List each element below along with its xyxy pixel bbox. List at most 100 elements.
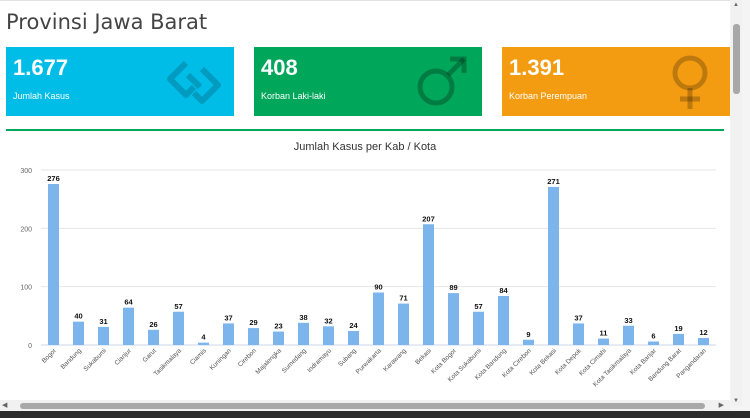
bar xyxy=(573,323,584,345)
bar xyxy=(673,333,684,345)
male-victims-card: 408 Korban Laki-laki xyxy=(254,47,482,116)
bar xyxy=(173,311,184,345)
data-label: 4 xyxy=(201,333,206,342)
window-bottom-edge xyxy=(0,411,750,418)
data-label: 37 xyxy=(574,313,582,322)
male-victims-label: Korban Laki-laki xyxy=(261,91,326,101)
data-label: 12 xyxy=(699,328,707,337)
data-label: 26 xyxy=(149,320,157,329)
x-tick-label: Cirebon xyxy=(237,347,258,368)
x-tick-label: Sukabumi xyxy=(83,347,108,372)
data-label: 11 xyxy=(600,329,608,338)
x-tick-label: Cianjur xyxy=(113,347,133,367)
bar xyxy=(373,292,384,345)
data-label: 19 xyxy=(674,324,682,333)
male-victims-value: 408 xyxy=(261,55,298,80)
bar xyxy=(273,331,284,345)
data-label: 6 xyxy=(651,332,655,341)
scroll-down-icon[interactable]: ▼ xyxy=(733,398,739,404)
female-victims-label: Korban Perempuan xyxy=(509,91,588,101)
data-label: 31 xyxy=(99,317,107,326)
data-label: 271 xyxy=(547,177,560,186)
bar xyxy=(698,338,709,345)
male-symbol-icon xyxy=(417,56,467,106)
data-label: 89 xyxy=(449,283,457,292)
bar xyxy=(348,331,359,345)
data-label: 38 xyxy=(299,313,307,322)
bar xyxy=(523,339,534,345)
data-label: 32 xyxy=(324,316,332,325)
female-victims-card: 1.391 Korban Perempuan xyxy=(502,47,730,116)
y-tick-label: 200 xyxy=(20,226,32,233)
female-symbol-icon xyxy=(672,55,708,109)
x-tick-label: Purwakarta xyxy=(355,347,383,375)
bar xyxy=(448,293,459,345)
scroll-left-icon[interactable]: ◀ xyxy=(2,402,8,409)
data-label: 37 xyxy=(224,313,232,322)
data-label: 9 xyxy=(526,330,530,339)
bar xyxy=(123,307,134,345)
x-tick-label: Bandung xyxy=(60,347,84,371)
cases-chart-panel: Jumlah Kasus per Kab / Kota 0 100 200 300 276… xyxy=(6,129,724,407)
data-label: 84 xyxy=(499,286,508,295)
scroll-up-icon[interactable]: ▲ xyxy=(733,2,739,8)
data-label: 29 xyxy=(249,318,257,327)
total-cases-value: 1.677 xyxy=(13,55,69,80)
vertical-scrollbar[interactable]: ▲ ▼ xyxy=(731,0,742,406)
scroll-right-icon[interactable]: ▶ xyxy=(718,402,724,409)
x-tick-label: Subang xyxy=(337,347,358,368)
dashboard-panel: Provinsi Jawa Barat 1.677 Jumlah Kasus 4… xyxy=(0,0,730,406)
y-tick-label: 100 xyxy=(20,285,32,292)
data-label: 71 xyxy=(399,294,407,303)
vertical-scroll-thumb[interactable] xyxy=(733,24,740,94)
bar xyxy=(223,323,234,345)
bar xyxy=(148,329,159,345)
bar xyxy=(548,186,559,345)
horizontal-scrollbar[interactable]: ◀ ▶ xyxy=(0,400,730,411)
bar xyxy=(398,303,409,345)
horizontal-scroll-thumb[interactable] xyxy=(20,403,705,409)
bar xyxy=(648,341,659,345)
data-label: 23 xyxy=(274,322,282,331)
data-label: 57 xyxy=(474,302,482,311)
chart-title: Jumlah Kasus per Kab / Kota xyxy=(294,141,437,153)
x-tick-label: Bogor xyxy=(41,347,59,365)
female-victims-value: 1.391 xyxy=(509,55,565,80)
bar xyxy=(98,326,109,345)
data-label: 207 xyxy=(422,214,435,223)
total-cases-card: 1.677 Jumlah Kasus xyxy=(6,47,234,116)
x-tick-label: Indramayu xyxy=(306,347,333,374)
data-label: 24 xyxy=(349,321,358,330)
x-tick-label: Kota Bekasi xyxy=(528,347,557,376)
bar xyxy=(623,325,634,345)
total-cases-label: Jumlah Kasus xyxy=(13,91,70,101)
cases-bar-chart: Jumlah Kasus per Kab / Kota 0 100 200 300 276… xyxy=(20,141,716,388)
y-tick-label: 0 xyxy=(28,343,32,350)
x-tick-label: Majalengka xyxy=(254,347,283,376)
bar xyxy=(73,321,84,345)
y-tick-label: 300 xyxy=(20,168,32,175)
data-label: 276 xyxy=(47,174,60,183)
x-tick-label: Bekasi xyxy=(414,347,433,366)
data-label: 64 xyxy=(124,298,133,307)
data-label: 33 xyxy=(624,316,632,325)
data-label: 57 xyxy=(174,302,182,311)
x-tick-label: Ciamis xyxy=(189,347,209,367)
x-tick-label: Karawang xyxy=(382,347,408,373)
bar xyxy=(473,311,484,345)
bar xyxy=(248,328,259,345)
bar xyxy=(423,224,434,345)
x-tick-label: Sumedang xyxy=(281,347,308,374)
data-label: 40 xyxy=(74,312,82,321)
bar xyxy=(298,322,309,345)
bar xyxy=(598,338,609,345)
x-tick-label: Kuningan xyxy=(209,347,234,372)
bar xyxy=(323,326,334,345)
x-tick-label: Garut xyxy=(141,347,158,364)
linked-squares-icon xyxy=(167,60,221,104)
bar xyxy=(48,184,59,345)
page-title: Provinsi Jawa Barat xyxy=(6,10,208,34)
bar xyxy=(498,296,509,345)
bar xyxy=(198,342,209,345)
data-label: 90 xyxy=(374,283,382,292)
